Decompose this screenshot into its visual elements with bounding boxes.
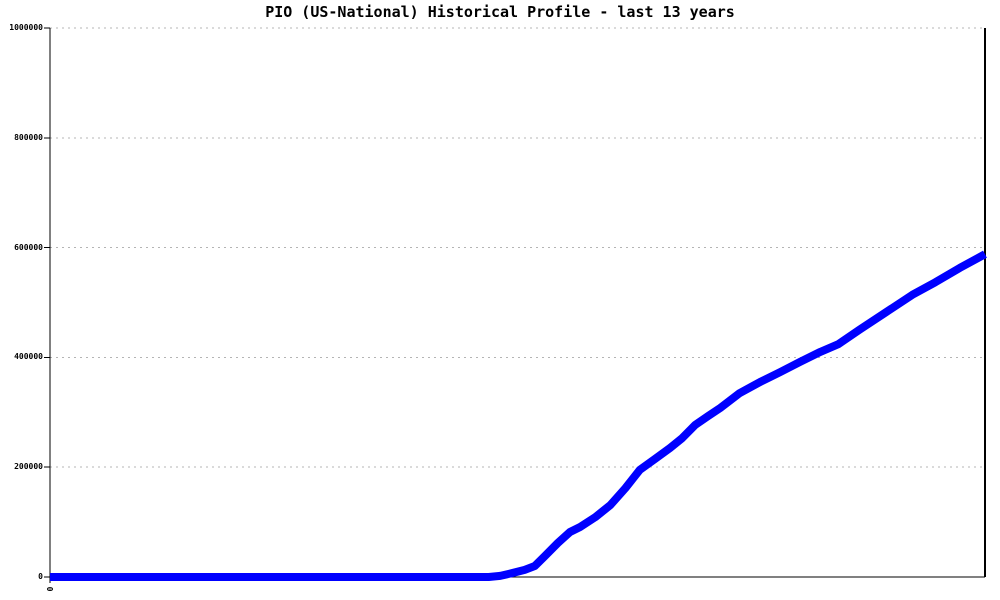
y-tick-label-400000: 400000: [14, 352, 43, 361]
x-tick-label-0: 0: [45, 586, 54, 592]
y-tick-label-1000000: 1000000: [9, 23, 43, 32]
y-tick-label-0: 0: [38, 572, 43, 581]
y-tick-label-600000: 600000: [14, 243, 43, 252]
y-tick-label-800000: 800000: [14, 133, 43, 142]
chart-title: PIO (US-National) Historical Profile - l…: [265, 3, 735, 21]
data-line-pio: [50, 250, 987, 581]
y-tick-label-200000: 200000: [14, 462, 43, 471]
